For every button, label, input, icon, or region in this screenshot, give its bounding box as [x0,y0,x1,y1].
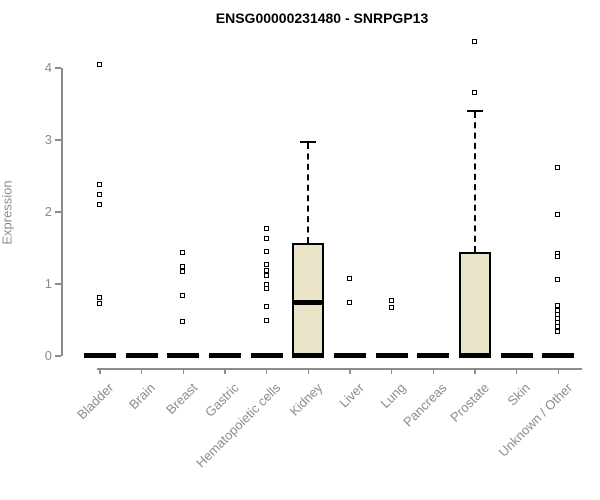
outlier-point [347,299,353,305]
x-tick [224,368,226,374]
y-tick [55,283,61,285]
zero-median-bar [125,353,158,358]
y-tick-label: 4 [44,60,52,75]
x-category-label: Bladder [74,380,117,423]
outlier-point [97,182,102,188]
zero-median-bar [292,353,325,358]
outlier-point [97,201,102,207]
outlier-point [263,286,269,292]
x-category-label: Kidney [286,380,325,419]
outlier-point [263,262,269,268]
x-tick [265,368,268,374]
outlier-point [388,298,394,304]
zero-median-bar [417,353,450,358]
zero-median-bar [459,353,492,358]
x-tick [182,368,185,374]
x-tick [515,368,518,374]
x-category-label: Brain [126,380,159,413]
outlier-point [555,329,561,335]
outlier-point [97,295,102,301]
outlier-point [388,304,394,310]
boxplot-box [459,252,492,356]
x-tick [557,368,560,374]
outlier-point [263,273,269,279]
outlier-point [263,304,269,310]
y-tick-label: 2 [44,204,52,219]
outlier-point [180,268,186,274]
outlier-point [180,250,186,256]
x-tick [140,368,143,374]
outlier-point [555,324,561,330]
zero-median-bar [84,353,116,358]
y-axis-line [61,68,63,356]
x-category-label: Lung [377,380,409,412]
zero-median-bar [209,353,241,358]
zero-median-bar [167,353,200,358]
x-tick [432,368,435,374]
chart-title: ENSG00000231480 - SNRPGP13 [215,10,429,26]
y-tick-label: 3 [44,132,52,147]
outlier-point [472,39,478,45]
boxplot-box [292,242,325,356]
x-category-label: Breast [162,380,200,418]
outlier-point [97,62,102,68]
outlier-point [263,226,269,232]
outlier-point [472,90,478,96]
x-tick [474,368,476,374]
x-category-label: Gastric [201,380,242,420]
x-category-label: Prostate [446,380,492,425]
x-category-label: Skin [504,380,534,409]
outlier-point [180,293,186,299]
x-axis-line [97,368,582,370]
y-tick [55,139,61,141]
outlier-point [555,165,561,171]
x-category-label: Unknown / Other [495,380,575,460]
zero-median-bar [500,353,533,358]
x-tick [99,368,101,374]
zero-median-bar [542,353,575,358]
x-tick [390,368,393,374]
zero-median-bar [334,353,367,358]
y-tick [55,211,61,213]
outlier-point [180,319,186,325]
zero-median-bar [250,353,283,358]
upper-whisker [474,112,477,253]
outlier-point [347,275,353,281]
outlier-point [97,191,102,197]
upper-whisker-cap [467,110,484,113]
outlier-point [555,211,561,217]
upper-whisker-cap [300,141,317,144]
x-category-label: Pancreas [400,380,450,430]
outlier-point [555,254,561,260]
x-tick [307,368,310,374]
outlier-point [263,317,269,323]
outlier-point [180,263,186,269]
y-tick [55,67,61,69]
outlier-point [555,276,561,282]
y-tick [55,355,61,357]
x-category-label: Liver [336,380,367,411]
outlier-point [263,249,269,255]
upper-whisker [307,143,310,243]
median-line [292,299,325,305]
outlier-point [555,302,561,308]
y-tick-label: 0 [44,348,52,363]
y-axis-label: Expression [0,180,15,245]
zero-median-bar [375,353,408,358]
y-tick-label: 1 [44,276,52,291]
outlier-point [263,268,269,274]
outlier-point [97,301,102,307]
outlier-point [263,235,269,241]
x-tick [349,368,351,374]
